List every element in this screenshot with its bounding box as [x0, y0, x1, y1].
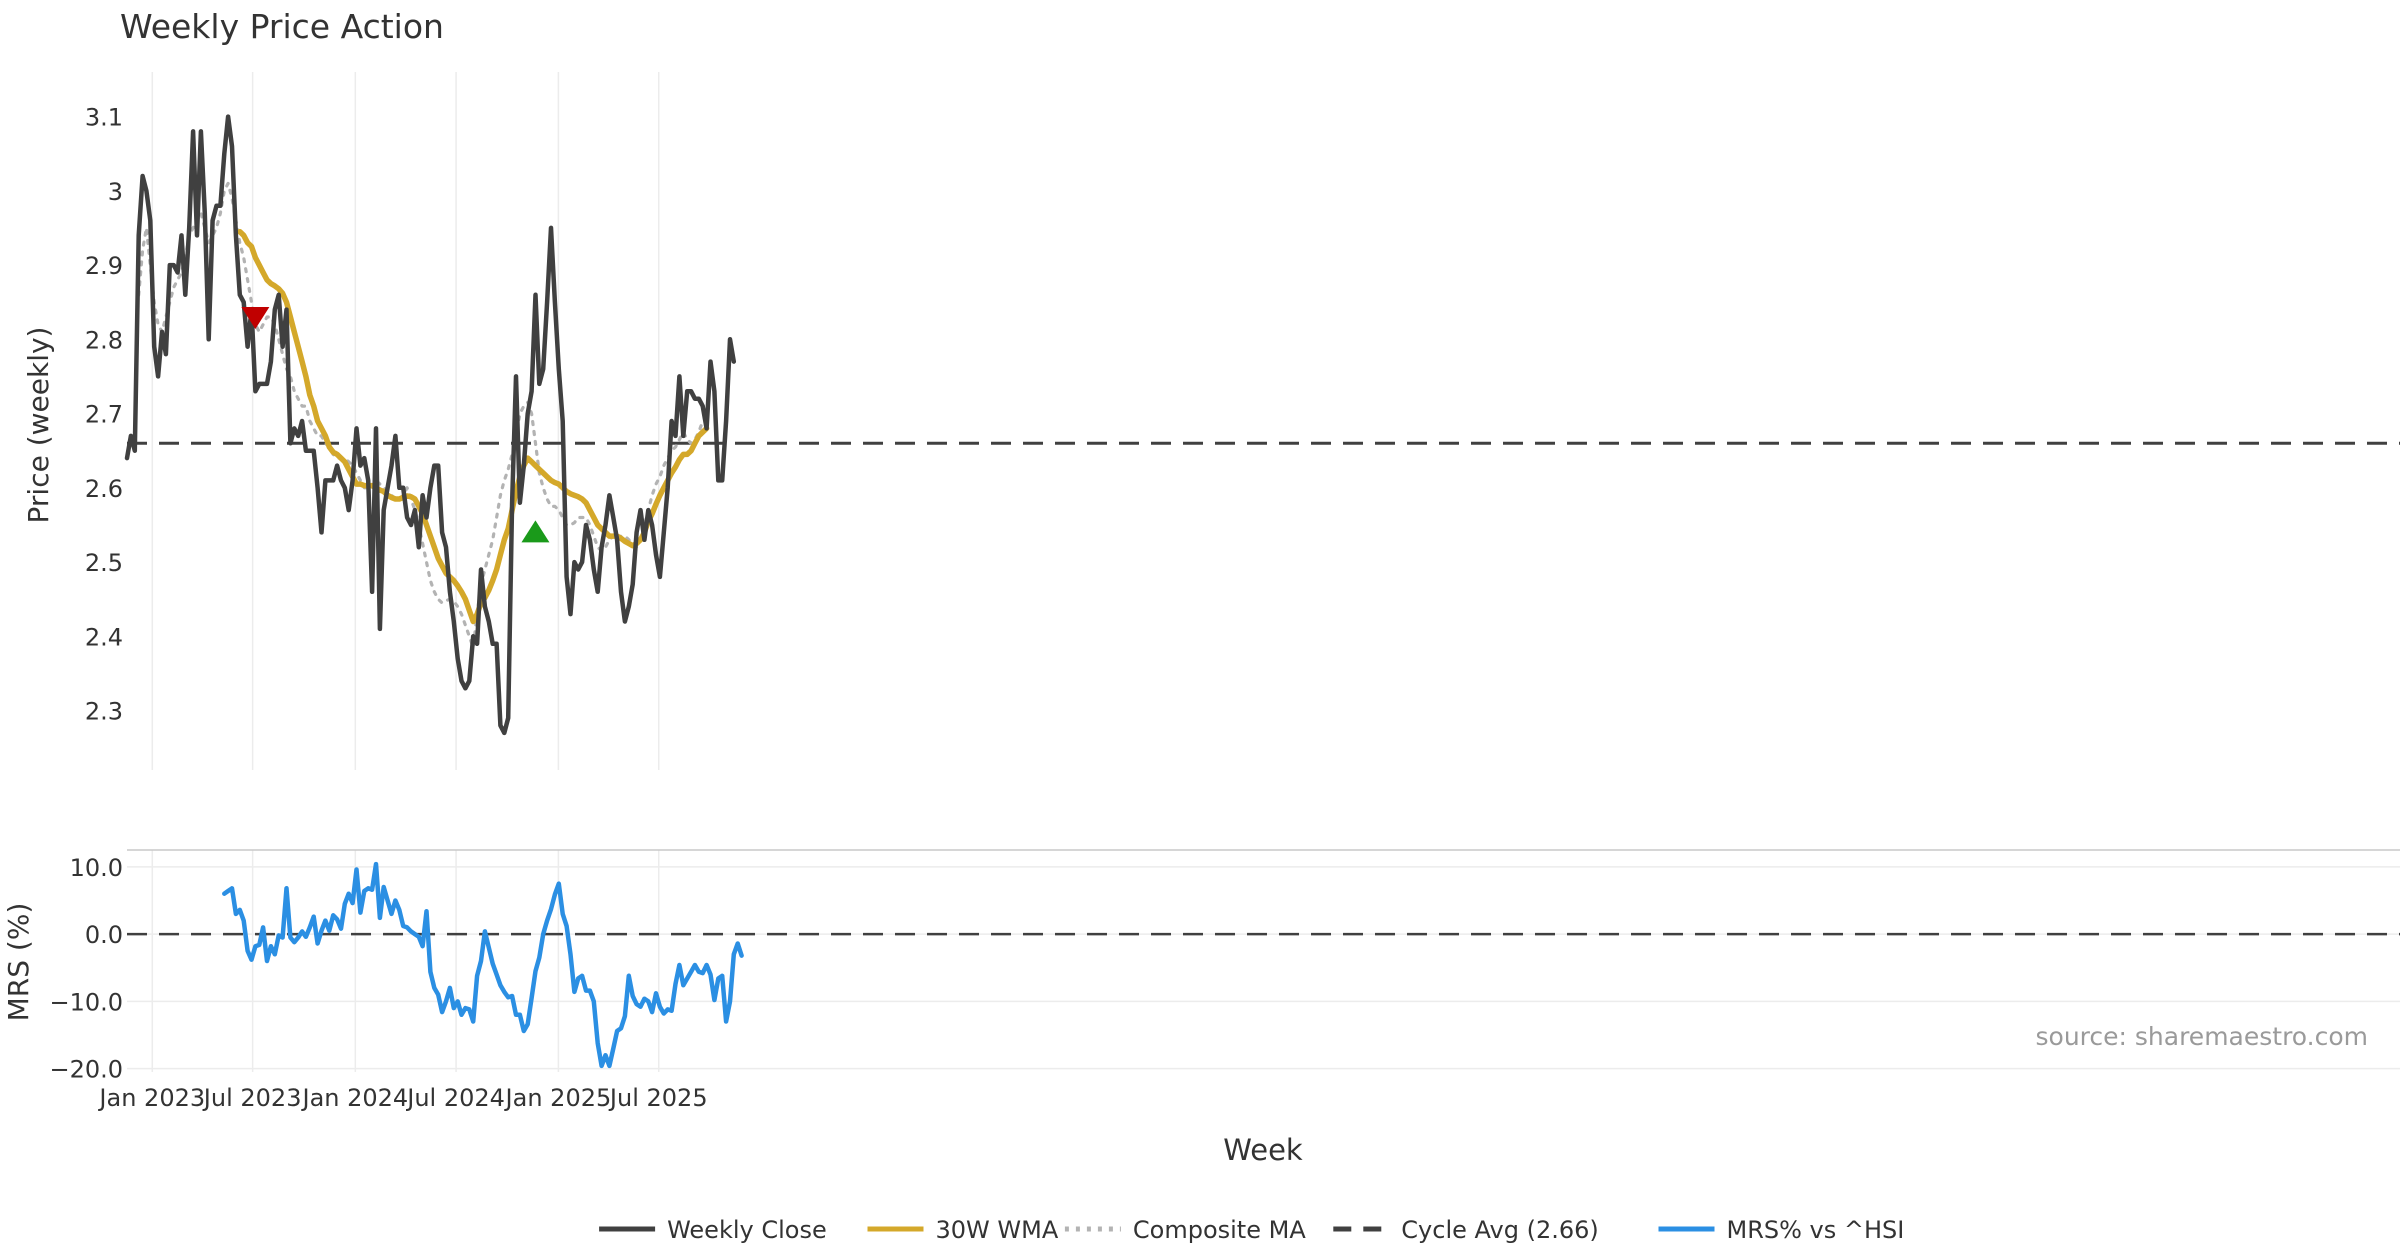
price-y-tick-label: 3 [108, 178, 123, 206]
mrs-y-tick-label: 10.0 [70, 854, 123, 882]
x-tick-label: Jan 2023 [97, 1084, 205, 1112]
price-y-tick-label: 2.7 [85, 401, 123, 429]
price-y-tick-label: 3.1 [85, 104, 123, 132]
x-tick-label: Jul 2025 [608, 1084, 708, 1112]
wma-30w-line [237, 228, 710, 625]
sell-signal-marker [241, 307, 270, 330]
mrs-y-tick-label: −10.0 [49, 988, 123, 1016]
legend-label: 30W WMA [936, 1216, 1059, 1244]
price-y-tick-label: 2.9 [85, 252, 123, 280]
x-tick-label: Jan 2025 [504, 1084, 612, 1112]
legend-label: Weekly Close [667, 1216, 827, 1244]
legend-label: Composite MA [1133, 1216, 1306, 1244]
price-y-tick-label: 2.4 [85, 623, 123, 651]
source-annotation: source: sharemaestro.com [2036, 1022, 2369, 1051]
price-y-tick-label: 2.3 [85, 698, 123, 726]
legend-label: Cycle Avg (2.66) [1401, 1216, 1598, 1244]
chart-title: Weekly Price Action [120, 7, 444, 46]
price-y-axis-label: Price (weekly) [22, 327, 55, 524]
x-tick-label: Jul 2023 [202, 1084, 302, 1112]
x-tick-label: Jul 2024 [405, 1084, 505, 1112]
mrs-line [222, 861, 744, 1069]
legend-label: MRS% vs ^HSI [1727, 1216, 1905, 1244]
weekly-close-line [124, 114, 737, 736]
price-y-tick-label: 2.6 [85, 475, 123, 503]
mrs-y-tick-label: 0.0 [85, 921, 123, 949]
x-tick-label: Jan 2024 [300, 1084, 408, 1112]
mrs-y-axis-label: MRS (%) [2, 903, 35, 1022]
mrs-y-tick-label: −20.0 [49, 1056, 123, 1084]
price-y-tick-label: 2.8 [85, 326, 123, 354]
x-axis-label: Week [1223, 1133, 1303, 1167]
buy-signal-marker [521, 520, 550, 543]
price-y-tick-label: 2.5 [85, 549, 123, 577]
